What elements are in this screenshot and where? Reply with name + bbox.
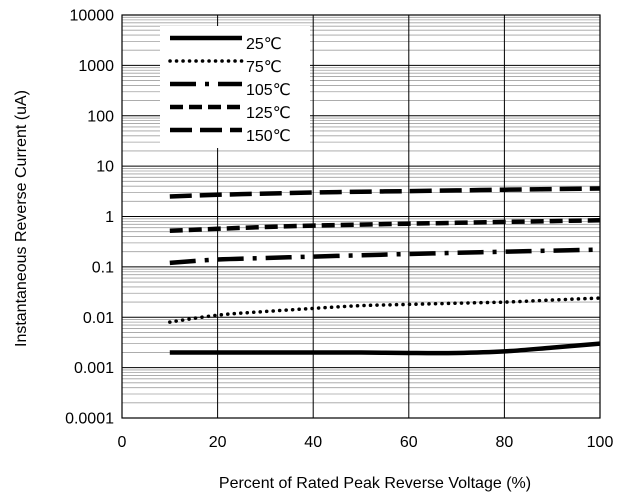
y-tick-label: 10000 (70, 8, 115, 25)
series-line-3 (169, 247, 601, 266)
series-line-4 (169, 218, 601, 234)
legend-label-4: 125℃ (246, 105, 291, 122)
plot-frame (121, 14, 601, 419)
legend-box (160, 26, 310, 148)
y-tick-label: 0.1 (92, 259, 114, 276)
x-tick-label: 20 (209, 434, 227, 451)
legend: 25℃ 75℃ 105℃ 125℃ 150℃ (160, 26, 310, 148)
legend-label-2: 75℃ (246, 59, 282, 76)
y-axis-label: Instantaneous Reverse Current (uA) (13, 90, 30, 347)
y-tick-label: 1000 (78, 58, 114, 75)
legend-label-1: 25℃ (246, 36, 282, 53)
series-line-1 (169, 341, 601, 356)
y-tick-label: 0.01 (83, 310, 114, 327)
series-lines (168, 186, 602, 356)
x-tick-label: 60 (400, 434, 418, 451)
series-line-2 (168, 296, 602, 324)
y-tick-label: 1 (105, 209, 114, 226)
legend-label-3: 105℃ (246, 82, 291, 99)
y-tick-label: 10 (96, 159, 114, 176)
x-tick-label: 40 (304, 434, 322, 451)
series-line-5 (169, 186, 601, 199)
tick-labels: 0.0001 0.001 0.01 0.1 1 10 100 1000 10000 0 20 40 60… (65, 8, 613, 452)
y-tick-label: 100 (87, 108, 114, 125)
x-tick-label: 80 (496, 434, 514, 451)
y-tick-label: 0.001 (74, 360, 114, 377)
legend-label-5: 150℃ (246, 128, 291, 145)
x-tick-label: 100 (587, 434, 614, 451)
x-axis-label: Percent of Rated Peak Reverse Voltage (%… (219, 475, 531, 492)
y-tick-label: 0.0001 (65, 411, 114, 428)
x-tick-label: 0 (118, 434, 127, 451)
